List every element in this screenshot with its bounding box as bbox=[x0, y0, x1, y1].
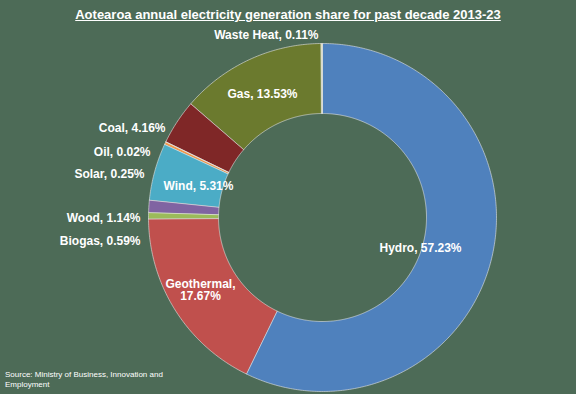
svg-text:Wind, 5.31%: Wind, 5.31% bbox=[164, 179, 234, 193]
svg-text:Coal, 4.16%: Coal, 4.16% bbox=[99, 121, 166, 135]
html-text:Source: Ministry of Business,: Source: Ministry of Business, Innovation… bbox=[5, 370, 163, 389]
svg-text:Wood, 1.14%: Wood, 1.14% bbox=[67, 211, 141, 225]
svg-text:Hydro, 57.23%: Hydro, 57.23% bbox=[379, 241, 461, 255]
html-text:Aotearoa annual electricity ge: Aotearoa annual electricity generation s… bbox=[75, 7, 501, 22]
svg-text:Solar, 0.25%: Solar, 0.25% bbox=[74, 167, 144, 181]
svg-text:Geothermal,17.67%: Geothermal,17.67% bbox=[165, 277, 235, 303]
svg-text:Biogas, 0.59%: Biogas, 0.59% bbox=[60, 234, 141, 248]
svg-text:Oil, 0.02%: Oil, 0.02% bbox=[94, 145, 151, 159]
svg-text:Gas, 13.53%: Gas, 13.53% bbox=[227, 87, 297, 101]
svg-text:Waste Heat, 0.11%: Waste Heat, 0.11% bbox=[214, 28, 319, 42]
